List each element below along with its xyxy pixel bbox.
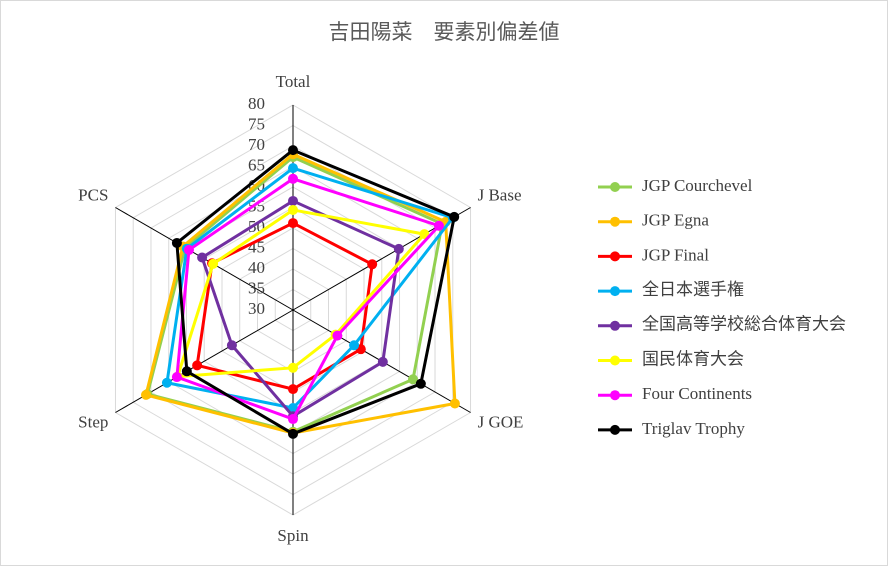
series-marker <box>415 378 426 389</box>
series-marker <box>449 398 460 409</box>
legend-marker <box>610 182 620 192</box>
series-marker <box>332 330 343 341</box>
series-marker <box>208 258 219 269</box>
legend-marker <box>610 424 620 435</box>
series-marker <box>161 377 172 388</box>
series-marker <box>408 374 419 385</box>
series-marker <box>288 195 298 206</box>
series-marker <box>288 145 298 156</box>
series-marker <box>192 360 203 371</box>
category-label: Total <box>276 72 311 91</box>
series-marker <box>288 204 298 215</box>
series-marker <box>377 356 388 367</box>
legend-label: 国民体育大会 <box>642 349 744 368</box>
category-label: Spin <box>277 526 309 545</box>
series-marker <box>183 244 194 255</box>
chart-title: 吉田陽菜 要素別偏差値 <box>329 20 560 44</box>
series-marker <box>393 243 404 254</box>
series-marker <box>449 211 460 222</box>
category-label: PCS <box>78 185 108 204</box>
series-marker <box>288 362 298 373</box>
r-tick-label: 75 <box>248 114 265 133</box>
r-tick-label: 80 <box>248 94 265 113</box>
legend-label: Triglav Trophy <box>642 419 745 438</box>
series-marker <box>288 218 298 229</box>
series-marker <box>171 237 182 248</box>
legend-marker <box>610 251 620 262</box>
r-tick-label: 40 <box>248 258 265 277</box>
category-label: J Base <box>478 185 522 204</box>
legend-marker <box>610 320 620 331</box>
series-marker <box>288 384 298 395</box>
series-marker <box>171 372 182 383</box>
legend-label: Four Continents <box>642 384 752 403</box>
series-marker <box>181 366 192 377</box>
category-label: Step <box>78 412 108 431</box>
category-label: J GOE <box>478 412 524 431</box>
legend-label: JGP Final <box>642 245 709 264</box>
series-marker <box>288 173 298 184</box>
r-tick-label: 35 <box>248 278 265 297</box>
series-marker <box>367 259 378 270</box>
series-marker <box>288 428 298 439</box>
legend-label: 全日本選手権 <box>642 280 744 299</box>
series-marker <box>288 163 298 174</box>
series-marker <box>141 389 152 400</box>
series-marker <box>288 414 298 425</box>
legend-marker <box>610 286 620 297</box>
legend-marker <box>610 355 620 366</box>
series-marker <box>226 340 237 351</box>
legend-marker <box>610 390 620 401</box>
r-tick-label: 70 <box>248 135 265 154</box>
r-tick-label: 65 <box>248 155 265 174</box>
r-tick-label: 30 <box>248 299 265 318</box>
series-marker <box>433 220 444 231</box>
legend-label: JGP Courchevel <box>642 176 753 195</box>
series-marker <box>288 402 298 413</box>
series-marker <box>349 340 360 351</box>
legend-marker <box>610 216 620 227</box>
series-marker <box>197 252 208 263</box>
legend-label: 全国高等学校総合体育大会 <box>642 315 846 334</box>
legend-label: JGP Egna <box>642 211 709 230</box>
